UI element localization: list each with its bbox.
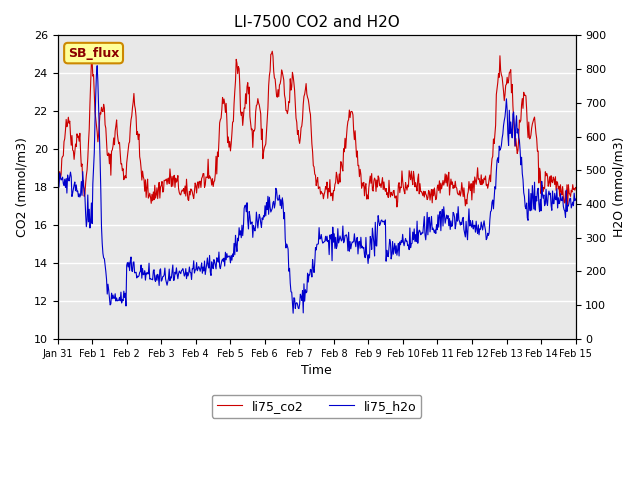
Legend: li75_co2, li75_h2o: li75_co2, li75_h2o xyxy=(212,395,421,418)
X-axis label: Time: Time xyxy=(301,364,332,377)
li75_h2o xyxy=(396,239,404,245)
li75_h2o xyxy=(54,172,61,178)
li75_co2 xyxy=(54,180,61,186)
li75_co2 xyxy=(63,124,71,130)
Line: li75_h2o: li75_h2o xyxy=(58,66,575,313)
Title: LI-7500 CO2 and H2O: LI-7500 CO2 and H2O xyxy=(234,15,399,30)
li75_h2o xyxy=(93,63,101,69)
li75_co2 xyxy=(396,190,404,195)
li75_co2 xyxy=(116,150,124,156)
li75_h2o xyxy=(289,311,297,316)
li75_co2 xyxy=(572,185,579,191)
li75_co2 xyxy=(169,183,177,189)
li75_h2o xyxy=(117,289,125,295)
Y-axis label: H2O (mmol/m3): H2O (mmol/m3) xyxy=(612,137,625,238)
Y-axis label: CO2 (mmol/m3): CO2 (mmol/m3) xyxy=(15,137,28,237)
li75_h2o xyxy=(63,190,71,196)
li75_h2o xyxy=(170,277,177,283)
Text: SB_flux: SB_flux xyxy=(68,47,119,60)
li75_h2o xyxy=(381,222,388,228)
li75_h2o xyxy=(197,265,205,271)
li75_h2o xyxy=(572,196,579,202)
li75_co2 xyxy=(196,179,204,184)
li75_co2 xyxy=(393,204,401,210)
Line: li75_co2: li75_co2 xyxy=(58,51,575,207)
li75_co2 xyxy=(268,48,276,54)
li75_co2 xyxy=(380,179,388,185)
